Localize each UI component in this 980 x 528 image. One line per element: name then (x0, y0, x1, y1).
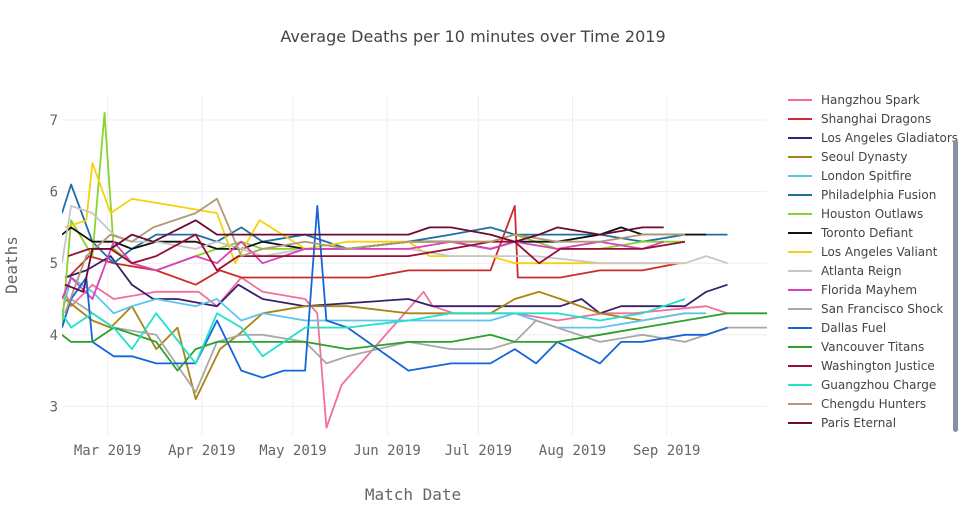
legend-label: Seoul Dynasty (821, 150, 907, 164)
legend-label: London Spitfire (821, 169, 912, 183)
series-line (62, 204, 728, 379)
legend-label: Paris Eternal (821, 416, 896, 430)
legend-label: San Francisco Shock (821, 302, 943, 316)
series-line (62, 112, 685, 328)
x-tick-label: Apr 2019 (168, 443, 235, 459)
series-line (67, 204, 680, 286)
legend-item[interactable]: Shanghai Dragons (788, 112, 931, 126)
legend-label: Philadelphia Fusion (821, 188, 936, 202)
plot-area (62, 112, 767, 429)
x-tick-label: Mar 2019 (74, 443, 141, 459)
legend-scrollbar[interactable] (953, 140, 958, 432)
legend-label: Chengdu Hunters (821, 397, 926, 411)
legend-item[interactable]: London Spitfire (788, 169, 912, 183)
legend-item[interactable]: Toronto Defiant (788, 226, 913, 240)
legend-item[interactable]: Paris Eternal (788, 416, 896, 430)
legend-item[interactable]: Los Angeles Valiant (788, 245, 938, 259)
legend-item[interactable]: Chengdu Hunters (788, 397, 926, 411)
x-axis-label: Match Date (365, 485, 461, 504)
y-tick-label: 5 (50, 256, 58, 272)
x-tick-label: May 2019 (259, 443, 326, 459)
legend-item[interactable]: Los Angeles Gladiators (788, 131, 958, 145)
legend-item[interactable]: Dallas Fuel (788, 321, 886, 335)
series-line (62, 276, 707, 329)
gridlines (62, 95, 767, 435)
x-tick-label: Jun 2019 (353, 443, 420, 459)
series-line (64, 276, 728, 429)
y-axis-label: Deaths (2, 236, 21, 294)
legend-label: Atlanta Reign (821, 264, 902, 278)
legend-item[interactable]: Florida Mayhem (788, 283, 917, 297)
series-line (64, 255, 728, 315)
x-axis-ticks: Mar 2019 Apr 2019 May 2019 Jun 2019 Jul 2019… (74, 443, 701, 459)
legend-item[interactable]: Washington Justice (788, 359, 935, 373)
chart-title: Average Deaths per 10 minutes over Time … (280, 27, 665, 46)
legend-label: Washington Justice (821, 359, 935, 373)
x-tick-label: Sep 2019 (633, 443, 700, 459)
legend-item[interactable]: San Francisco Shock (788, 302, 943, 316)
legend-label: Hangzhou Spark (821, 93, 920, 107)
series-lines (62, 112, 767, 429)
legend: Hangzhou Spark Shanghai Dragons Los Angele… (788, 93, 958, 430)
legend-label: Dallas Fuel (821, 321, 886, 335)
legend-label: Los Angeles Valiant (821, 245, 938, 259)
legend-item[interactable]: Seoul Dynasty (788, 150, 907, 164)
legend-label: Shanghai Dragons (821, 112, 931, 126)
series-line (64, 197, 685, 314)
legend-label: Guangzhou Charge (821, 378, 936, 392)
y-tick-label: 6 (50, 185, 58, 201)
y-tick-label: 3 (50, 399, 58, 415)
series-line (62, 312, 767, 372)
legend-item[interactable]: Atlanta Reign (788, 264, 902, 278)
series-line (64, 219, 664, 293)
x-tick-label: Jul 2019 (445, 443, 512, 459)
series-line (62, 298, 686, 365)
legend-item[interactable]: Philadelphia Fusion (788, 188, 936, 202)
y-tick-label: 4 (50, 328, 58, 344)
legend-item[interactable]: Guangzhou Charge (788, 378, 936, 392)
legend-label: Houston Outlaws (821, 207, 923, 221)
series-line (64, 290, 686, 401)
legend-label: Los Angeles Gladiators (821, 131, 958, 145)
x-tick-label: Aug 2019 (539, 443, 606, 459)
legend-label: Toronto Defiant (820, 226, 913, 240)
y-axis-ticks: 3 4 5 6 7 (50, 113, 58, 415)
legend-label: Vancouver Titans (821, 340, 924, 354)
legend-item[interactable]: Vancouver Titans (788, 340, 924, 354)
legend-item[interactable]: Houston Outlaws (788, 207, 923, 221)
legend-item[interactable]: Hangzhou Spark (788, 93, 920, 107)
series-line (67, 233, 686, 272)
legend-label: Florida Mayhem (821, 283, 917, 297)
series-line (62, 298, 767, 394)
y-tick-label: 7 (50, 113, 58, 129)
